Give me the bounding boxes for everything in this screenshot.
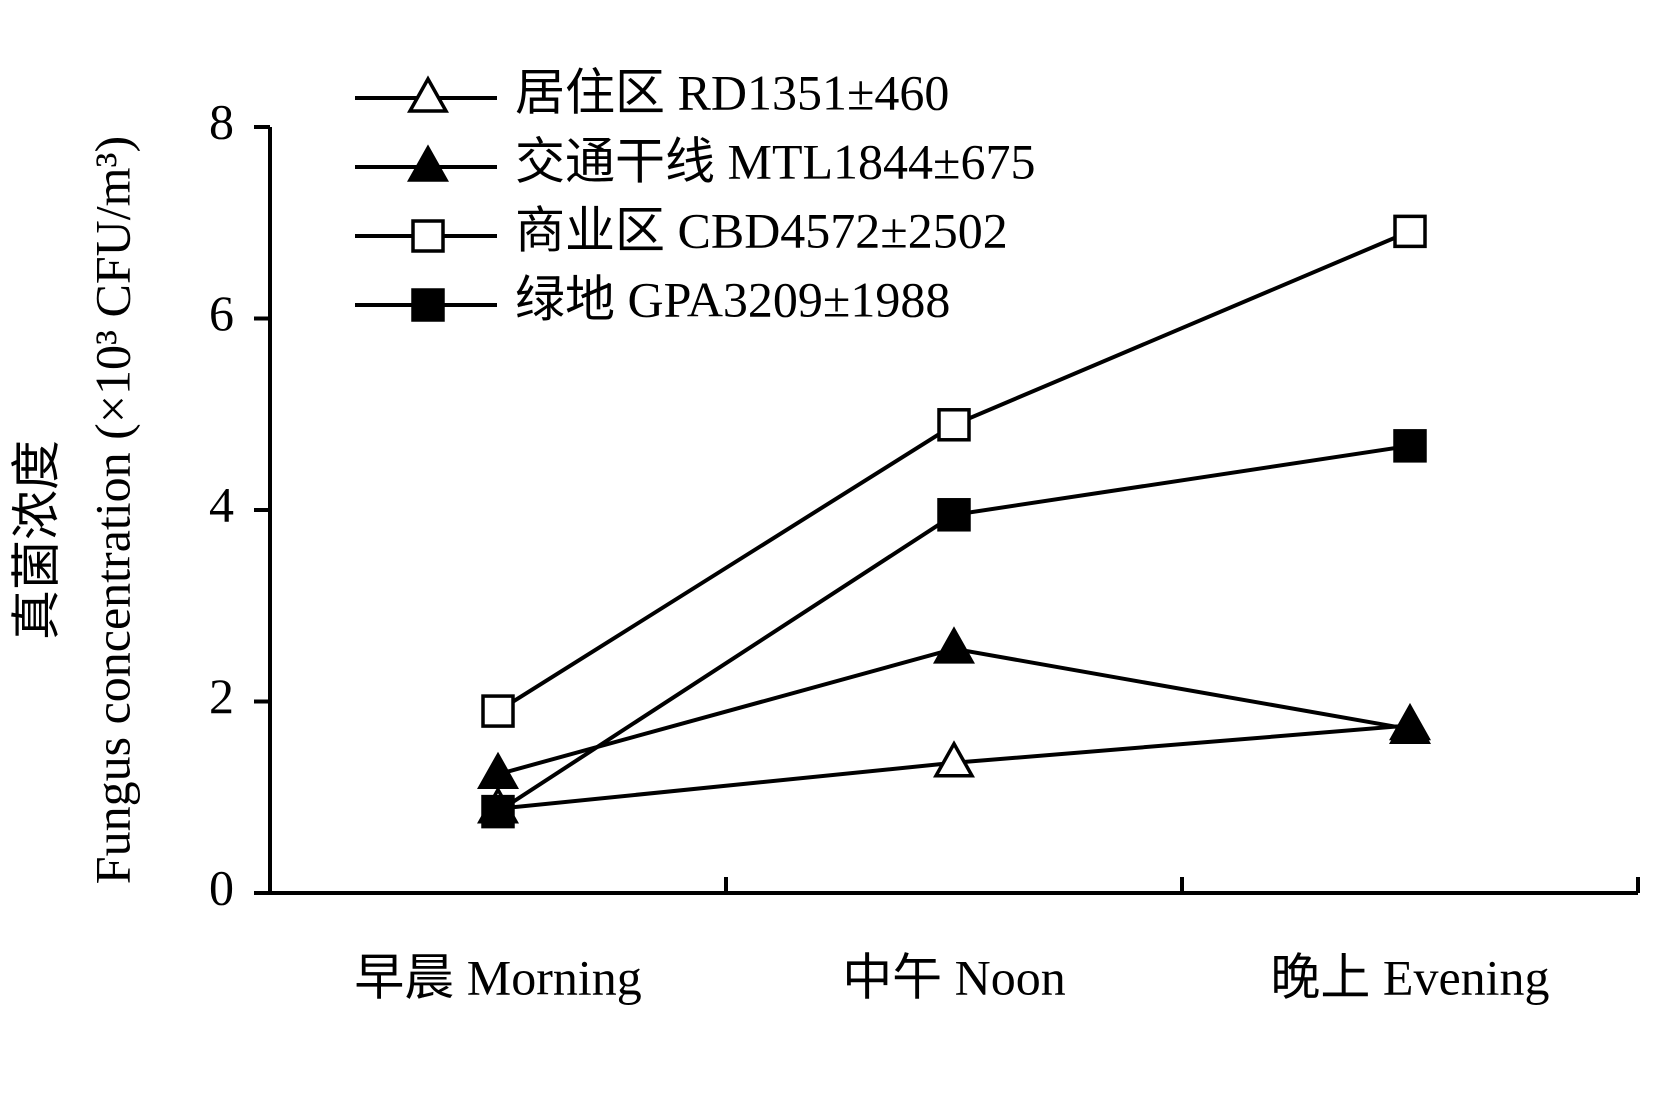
marker xyxy=(1393,214,1427,249)
marker xyxy=(937,498,971,532)
y-tick-label: 0 xyxy=(209,859,234,915)
y-tick-label: 8 xyxy=(209,93,234,149)
legend-marker xyxy=(411,288,445,322)
marker xyxy=(1389,706,1431,745)
legend-label: 居住区 RD1351±460 xyxy=(515,64,949,120)
legend-marker xyxy=(407,144,449,182)
marker xyxy=(933,626,975,664)
x-tick-label: 早晨 Morning xyxy=(354,949,642,1005)
marker xyxy=(937,408,971,442)
marker xyxy=(477,751,519,790)
marker xyxy=(481,794,515,829)
y-tick-label: 6 xyxy=(209,285,234,341)
legend-label: 商业区 CBD4572±2502 xyxy=(515,202,1008,258)
x-tick-label: 中午 Noon xyxy=(842,949,1066,1005)
y-tick-label: 2 xyxy=(209,668,234,724)
legend-marker xyxy=(407,75,449,113)
marker xyxy=(1393,429,1427,463)
x-tick-label: 晚上 Evening xyxy=(1270,949,1549,1005)
legend-marker xyxy=(411,219,445,253)
legend-label: 绿地 GPA3209±1988 xyxy=(515,271,950,327)
marker xyxy=(933,740,975,778)
y-axis-label-zh: 真菌浓度 xyxy=(8,440,64,640)
legend-label: 交通干线 MTL1844±675 xyxy=(515,133,1035,189)
marker xyxy=(481,694,515,728)
y-tick-label: 4 xyxy=(209,476,234,532)
y-axis-label: Fungus concentration (×10³ CFU/m³) xyxy=(84,136,140,884)
